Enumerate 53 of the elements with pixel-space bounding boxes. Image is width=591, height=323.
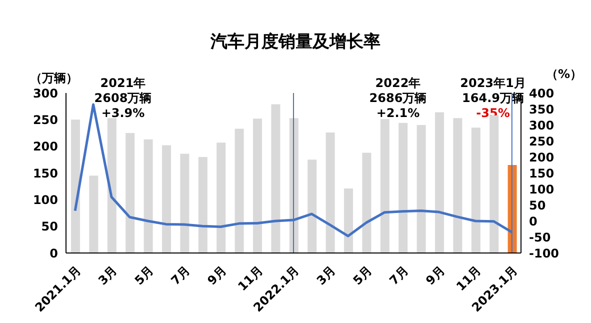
bar	[162, 145, 171, 253]
bar	[435, 112, 444, 253]
y-axis-title: （万辆）	[30, 70, 78, 87]
y2-tick-label: 100	[529, 182, 554, 196]
bar	[271, 104, 280, 253]
x-tick-label: 3月	[314, 263, 338, 288]
y-tick-label: 50	[41, 220, 58, 234]
y2-tick-label: -50	[529, 230, 551, 244]
y2-axis-title: （%）	[546, 66, 582, 83]
y-tick-label: 0	[50, 246, 58, 260]
bar	[126, 133, 135, 253]
bar	[144, 139, 153, 253]
bar	[380, 119, 390, 253]
y2-tick-label: 400	[529, 86, 554, 100]
y2-tick-label: -100	[529, 246, 560, 260]
bar	[362, 152, 372, 253]
bar	[180, 154, 190, 253]
y2-tick-label: 0	[529, 214, 538, 228]
x-tick-label: 7月	[168, 263, 193, 288]
bar	[344, 188, 353, 253]
bar	[198, 157, 208, 253]
bar	[89, 176, 98, 253]
y-tick-label: 150	[32, 166, 58, 180]
bar	[253, 118, 262, 253]
x-tick-label: 5月	[132, 263, 156, 288]
y2-tick-label: 50	[529, 198, 546, 212]
y2-tick-label: 250	[529, 134, 554, 148]
bar	[453, 118, 462, 253]
y-tick-label: 300	[32, 86, 58, 100]
bar	[326, 132, 335, 253]
bar	[308, 160, 317, 253]
bar	[71, 120, 80, 253]
y2-tick-label: 150	[529, 166, 554, 180]
x-tick-label: 9月	[204, 263, 230, 288]
y2-tick-label: 350	[529, 102, 554, 116]
x-tick-label: 9月	[423, 263, 448, 288]
bar	[216, 142, 226, 253]
annotation: 2021年 2608万辆 +3.9%	[93, 76, 153, 121]
bar	[471, 128, 480, 253]
y-tick-label: 250	[32, 112, 58, 127]
bar	[234, 128, 244, 253]
y2-tick-label: 300	[529, 118, 554, 132]
annotation: 2022年 2686万辆 +2.1%	[368, 76, 428, 121]
x-tick-label: 7月	[386, 263, 412, 288]
bar	[398, 122, 408, 253]
x-tick-label: 3月	[96, 263, 120, 288]
x-tick-label: 5月	[350, 263, 375, 288]
bar	[107, 118, 116, 253]
y-tick-label: 200	[32, 140, 58, 154]
y2-tick-label: 200	[529, 150, 554, 164]
bar	[416, 125, 426, 253]
chart-title: 汽车月度销量及增长率	[210, 31, 382, 53]
y-tick-label: 100	[32, 192, 58, 207]
